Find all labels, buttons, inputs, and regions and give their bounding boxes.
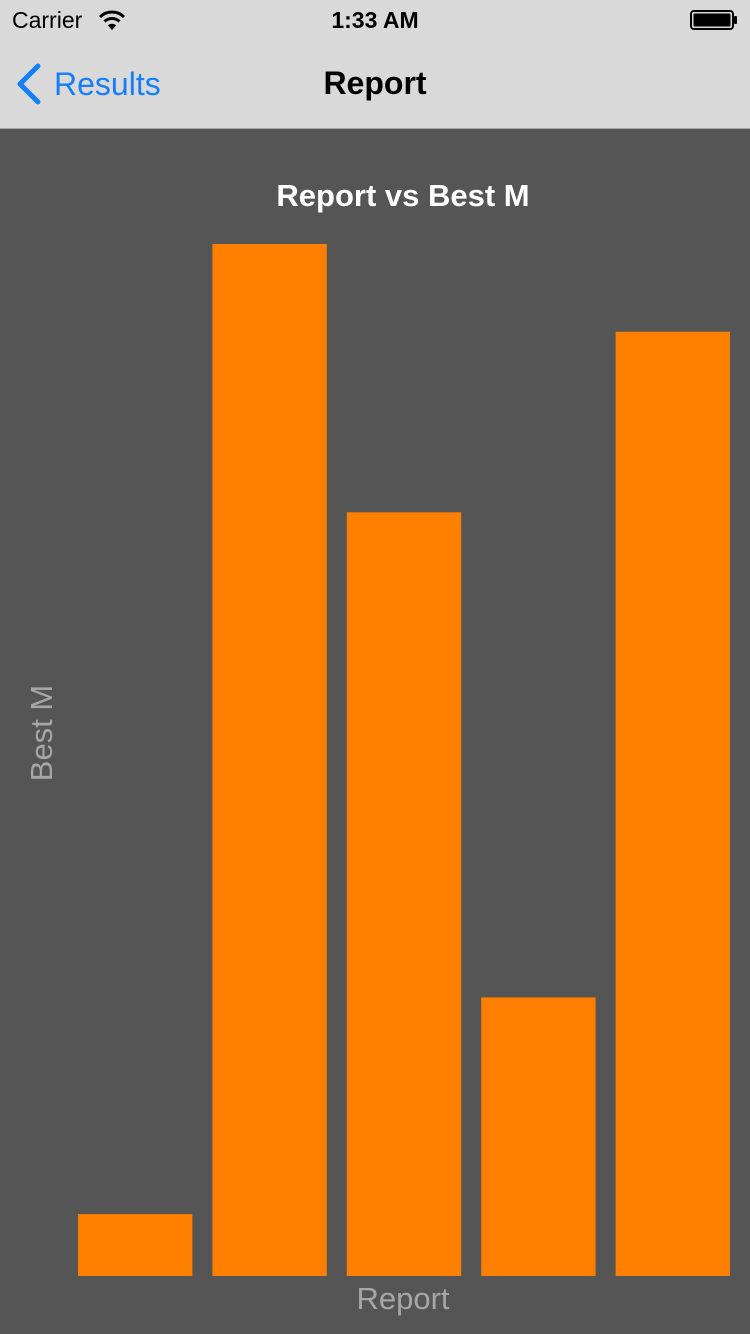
bar-4 [481,997,596,1276]
bar-chart: Report vs Best M Best M Report [24,178,730,1316]
back-button-label: Results [54,65,161,102]
chart-title: Report vs Best M [276,178,529,213]
status-bar: Carrier 1:33 AM [0,0,750,40]
chevron-left-icon [17,63,41,105]
back-button[interactable]: Results [14,62,161,106]
bar-5 [615,331,730,1276]
carrier-label: Carrier [12,7,83,33]
wifi-icon [98,10,126,30]
navigation-bar: Results Report [0,40,750,129]
bar-2 [212,244,327,1276]
page-title: Report [323,65,427,101]
y-axis-label: Best M [24,685,59,781]
bars-group [78,244,730,1276]
bar-1 [78,1214,193,1276]
chart-area: Report vs Best M Best M Report [0,129,750,1334]
status-time: 1:33 AM [331,7,419,33]
x-axis-label: Report [356,1281,449,1316]
bar-3 [346,512,462,1276]
battery-icon [690,10,737,30]
